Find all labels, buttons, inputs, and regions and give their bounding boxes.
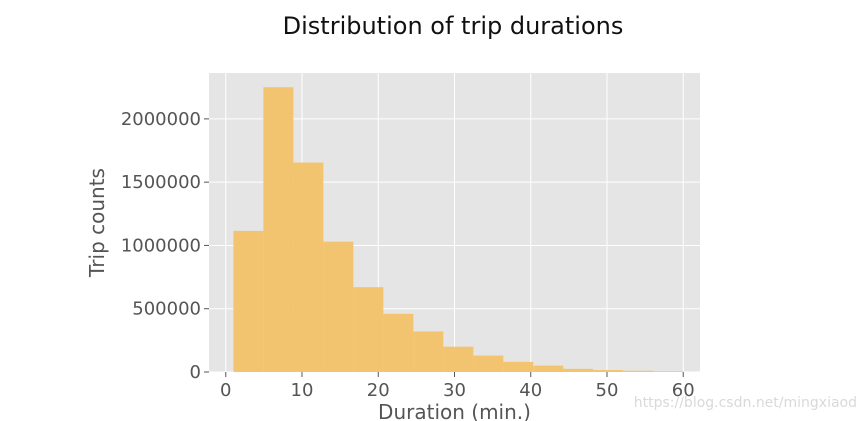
y-tick-label: 500000 <box>132 299 201 320</box>
histogram-bar <box>263 87 294 372</box>
y-tick-label: 1000000 <box>121 235 201 256</box>
y-tick-label: 1500000 <box>121 172 201 193</box>
y-tick-label: 2000000 <box>121 109 201 130</box>
x-axis-ticks: 0 10 20 30 40 50 60 <box>220 372 695 401</box>
histogram-bar <box>503 361 534 372</box>
histogram-bar <box>653 371 684 372</box>
histogram-bar <box>233 230 264 372</box>
y-tick-label: 0 <box>190 362 201 383</box>
x-tick-label: 40 <box>519 380 542 401</box>
histogram-bar <box>293 162 324 372</box>
x-tick-label: 60 <box>672 380 695 401</box>
histogram-bar <box>563 368 594 372</box>
histogram-bar <box>593 370 624 372</box>
histogram-bar <box>533 365 564 372</box>
histogram-bar <box>353 287 384 372</box>
bars <box>233 87 684 372</box>
histogram-bar <box>383 313 414 372</box>
y-axis-ticks: 0 500000 1000000 1500000 2000000 <box>121 109 209 383</box>
x-tick-label: 0 <box>220 380 231 401</box>
chart-title: Distribution of trip durations <box>282 12 624 40</box>
x-tick-label: 50 <box>596 380 619 401</box>
y-axis-label: Trip counts <box>85 168 109 278</box>
x-tick-label: 20 <box>367 380 390 401</box>
histogram-bar <box>473 355 504 372</box>
x-tick-label: 30 <box>443 380 466 401</box>
x-tick-label: 10 <box>291 380 314 401</box>
watermark-text: https://blog.csdn.net/mingxiaod <box>633 395 857 411</box>
histogram-bar <box>413 331 444 372</box>
histogram-bar <box>443 346 474 372</box>
histogram-bar <box>623 370 654 372</box>
x-axis-label: Duration (min.) <box>378 400 531 421</box>
histogram-bar <box>323 241 354 372</box>
